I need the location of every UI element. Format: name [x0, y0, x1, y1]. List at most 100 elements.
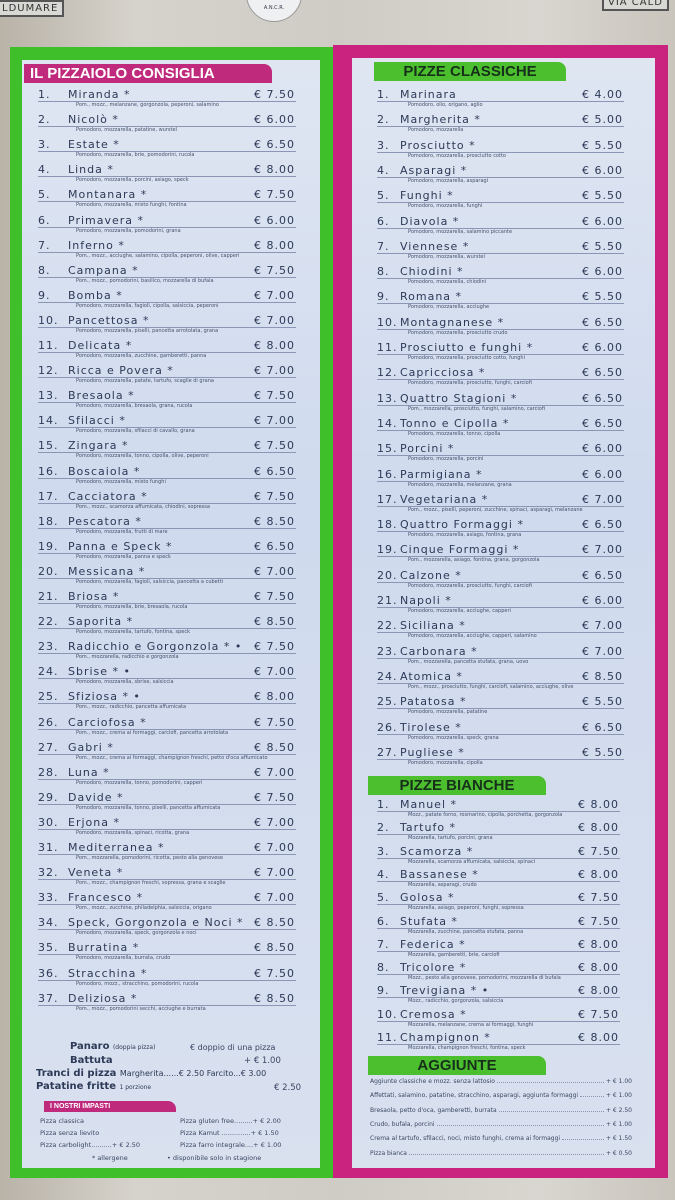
menu-item: 28. Luna * € 7.00 Pomodoro, mozzarella, ton… — [22, 766, 320, 791]
item-price: € 7.50 — [254, 790, 295, 804]
menu-item: 3. Prosciutto * € 5.50 Pomodoro, mozzarella… — [352, 139, 655, 164]
item-description: Mozzarella, asiago, peperoni, funghi, so… — [408, 905, 524, 912]
item-name: Montagnanese * — [400, 315, 505, 329]
item-price: € 6.00 — [582, 341, 623, 354]
item-description: Pomodoro, mozzarella, tartufo, fontina, … — [76, 629, 190, 636]
item-name: Capricciosa * — [400, 366, 486, 380]
divider — [377, 811, 620, 812]
divider — [38, 326, 296, 328]
item-description: Pomodoro, mozzarella, sfilacci di cavall… — [76, 428, 195, 435]
item-price: € 7.00 — [582, 644, 623, 658]
item-description: Pomodoro, mozzarella, zucchine, gamberet… — [76, 353, 207, 359]
divider — [38, 427, 296, 429]
item-name: Cinque Formaggi * — [400, 543, 520, 557]
divider — [38, 954, 296, 956]
item-price: € 6.00 — [582, 594, 623, 607]
panaro-note: (doppia pizza) — [112, 1044, 156, 1051]
menu-item: 7. Federica * € 8.00 Mozzarella, gamberetti… — [352, 938, 655, 963]
item-number: 26. — [377, 720, 398, 734]
item-price: € 8.00 — [578, 798, 619, 811]
section-title-pizze-bianche: PIZZE BIANCHE — [368, 776, 546, 795]
divider — [377, 429, 624, 431]
item-name: Tirolese * — [400, 720, 462, 734]
item-price: € 8.50 — [254, 740, 295, 754]
aggiunta-price: + € 1.50 — [605, 1135, 632, 1143]
menu-item: 5. Golosa * € 7.50 Mozzarella, asiago, pepe… — [352, 891, 655, 916]
item-description: Pomodoro, mozzarella, panna e speck — [76, 553, 171, 560]
item-price: € 6.00 — [582, 265, 623, 279]
menu-item: 26. Tirolese * € 6.50 Pomodoro, mozzarella,… — [352, 721, 655, 746]
item-name: Inferno * — [68, 238, 125, 252]
item-description: Pomodoro, mozzarella, prosciutto, funghi… — [408, 582, 532, 589]
divider — [377, 657, 624, 659]
item-name: Stracchina * — [68, 966, 148, 980]
menu-item: 17. Cacciatora * € 7.50 Pom., mozz., scamor… — [22, 490, 320, 515]
item-number: 10. — [377, 315, 398, 329]
item-name: Viennese * — [400, 239, 470, 253]
item-price: € 8.00 — [254, 238, 295, 252]
item-description: Pomodoro, olio, origano, aglio — [408, 102, 483, 108]
panaro-label: Panaro — [70, 1041, 110, 1052]
item-price: € 7.50 — [254, 640, 295, 654]
item-description: Pomodoro, mozzarella, bresaola, grana, r… — [76, 403, 193, 410]
item-number: 30. — [38, 815, 59, 829]
item-description: Mozz., patate forno, rosmarino, cipolla,… — [408, 812, 563, 818]
item-description: Pomodoro, mozzarella, acciughe, capperi,… — [408, 633, 537, 640]
item-price: € 7.50 — [254, 188, 295, 202]
item-name: Francesco * — [68, 891, 144, 905]
divider — [377, 904, 620, 906]
menu-item: 34. Speck, Gorgonzola e Noci * € 8.50 Pomod… — [22, 916, 320, 941]
item-number: 19. — [377, 543, 398, 557]
item-price: € 5.50 — [582, 745, 623, 759]
menu-item: 32. Veneta * € 7.00 Pom., mozz., champignon… — [22, 866, 320, 891]
item-name: Carbonara * — [400, 644, 478, 658]
menu-item: 1. Miranda * € 7.50 Pom., mozz., melanzane,… — [22, 88, 320, 113]
item-price: € 6.50 — [582, 416, 623, 430]
impasto-option: Pizza classica — [40, 1117, 84, 1125]
item-price: € 7.50 — [254, 389, 295, 403]
item-price: € 7.00 — [254, 288, 295, 302]
item-description: Pom., mozzarella, pomodorini, ricotta, p… — [76, 855, 223, 861]
item-price: € 6.50 — [582, 391, 623, 405]
menu-item: 19. Panna e Speck * € 6.50 Pomodoro, mozzar… — [22, 540, 320, 565]
item-description: Pomodoro, mozzarella, patatine — [408, 709, 488, 716]
divider — [38, 879, 296, 881]
item-price: € 6.50 — [582, 720, 623, 734]
section-title-aggiunte: AGGIUNTE — [368, 1056, 546, 1075]
item-number: 2. — [377, 821, 390, 835]
item-description: Pomodoro, mozzarella, salamino piccante — [408, 228, 513, 235]
right-menu-board: PIZZE CLASSICHE 1. Marinara € 4.00 Pomodoro… — [333, 45, 668, 1178]
item-description: Pomodoro, mozzarella, prosciutto, funghi… — [408, 380, 532, 387]
item-name: Primavera * — [68, 213, 145, 227]
impasti-title: I NOSTRI IMPASTI — [44, 1101, 176, 1112]
item-description: Pom., mozz., scamorza affumicata, chiodi… — [76, 503, 210, 510]
legend-seasonal: • disponibile solo in stagione — [167, 1154, 262, 1162]
item-number: 20. — [377, 568, 398, 582]
item-name: Sfiziosa * • — [68, 690, 141, 704]
item-description: Pomodoro, mozzarella, burrata, crudo — [76, 955, 171, 962]
item-number: 12. — [38, 364, 59, 378]
item-price: € 5.50 — [582, 290, 623, 304]
left-menu-board: IL PIZZAIOLO CONSIGLIA 1. Miranda * € 7.50… — [10, 47, 333, 1178]
menu-item: 11. Delicata * € 8.00 Pomodoro, mozzarella,… — [22, 339, 320, 364]
item-name: Bassanese * — [400, 867, 479, 881]
divider — [377, 505, 624, 507]
item-description: Pom., mozz., pomodorini secchi, acciughe… — [76, 1005, 206, 1012]
item-number: 4. — [377, 867, 390, 881]
divider — [38, 226, 296, 228]
item-price: € 5.50 — [582, 239, 623, 253]
item-number: 10. — [38, 313, 59, 327]
item-price: € 7.00 — [582, 619, 623, 633]
item-number: 25. — [38, 690, 59, 704]
menu-item: 22. Siciliana * € 7.00 Pomodoro, mozzarella… — [352, 619, 655, 644]
divider — [38, 778, 296, 780]
menu-item: 14. Sfilacci * € 7.00 Pomodoro, mozzarella,… — [22, 414, 320, 439]
menu-item: 6. Diavola * € 6.00 Pomodoro, mozzarella, s… — [352, 215, 655, 240]
dot-leader — [580, 1092, 604, 1098]
menu-item: 4. Bassanese * € 8.00 Mozzarella, asparagi,… — [352, 868, 655, 893]
divider — [38, 552, 296, 554]
item-description: Pom., mozz., prosciutto, funghi, carciof… — [408, 683, 574, 690]
item-price: € 6.50 — [582, 568, 623, 582]
item-price: € 8.00 — [578, 1031, 619, 1044]
item-name: Prosciutto * — [400, 138, 476, 152]
